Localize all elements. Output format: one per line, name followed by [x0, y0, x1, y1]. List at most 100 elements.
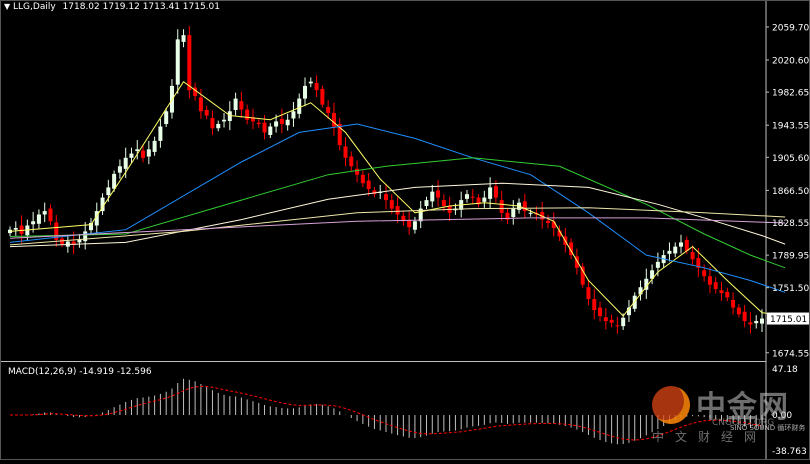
- ma_long-line: [9, 182, 786, 248]
- candle-body: [303, 85, 308, 99]
- candle-body: [615, 325, 620, 327]
- candle-body: [100, 197, 105, 212]
- candle-body: [36, 214, 41, 224]
- candle-body: [499, 200, 504, 213]
- candle-body: [83, 231, 88, 242]
- candle-body: [54, 222, 59, 240]
- price-tick-label: 1866.50: [772, 187, 809, 197]
- candle-body: [274, 121, 279, 127]
- candle-body: [632, 295, 637, 309]
- candle-body: [326, 107, 331, 113]
- candle-body: [366, 180, 371, 190]
- macd-panel: [10, 378, 763, 445]
- corner-text: SINO SOUND 循环财务: [730, 424, 806, 432]
- price-tick-label: 1674.55: [772, 349, 809, 359]
- candle-body: [598, 307, 603, 317]
- candle-body: [603, 317, 608, 322]
- candle-body: [470, 196, 475, 198]
- candle-body: [112, 173, 117, 189]
- candle-body: [106, 187, 111, 196]
- candle-body: [384, 194, 388, 201]
- candle-body: [436, 190, 441, 198]
- ohlc-label: 1718.02 1719.12 1713.41 1715.01: [62, 2, 220, 12]
- candle-body: [19, 225, 24, 234]
- candle-body: [94, 211, 99, 226]
- candle-body: [557, 230, 562, 237]
- candle-body: [262, 122, 267, 133]
- candle-body: [349, 156, 354, 167]
- candle-body: [158, 126, 163, 141]
- macd-axis-label: 47.18: [772, 365, 798, 375]
- macd-signal-line: [10, 385, 763, 441]
- candle-body: [204, 110, 209, 116]
- candle-body: [511, 208, 516, 218]
- candle-body: [713, 282, 718, 289]
- candle-body: [331, 112, 336, 127]
- candle-body: [592, 299, 597, 311]
- ma_longer-line: [9, 207, 786, 246]
- candle-body: [424, 200, 429, 207]
- candle-body: [707, 276, 712, 285]
- candle-body: [314, 82, 319, 91]
- candle-body: [129, 153, 134, 158]
- candle-body: [187, 35, 192, 91]
- candle-body: [13, 228, 18, 230]
- candle-body: [31, 221, 36, 225]
- candle-body: [493, 186, 498, 198]
- candle-body: [181, 35, 186, 42]
- candle-body: [702, 270, 707, 277]
- candle-body: [725, 291, 730, 298]
- candle-body: [337, 123, 342, 146]
- candle-body: [372, 190, 377, 195]
- price-tick-label: 1905.60: [772, 154, 809, 164]
- candle-body: [430, 191, 435, 202]
- candle-body: [175, 39, 180, 85]
- current-price-label: 1715.01: [770, 315, 807, 325]
- dropdown-arrow-icon[interactable]: ▼: [4, 2, 11, 11]
- candle-body: [401, 215, 406, 222]
- symbol-label: LLG,Daily: [13, 2, 56, 12]
- price-tick-label: 1751.50: [772, 284, 809, 294]
- candle-body: [655, 261, 660, 268]
- candle-body: [441, 200, 446, 207]
- candle-body: [580, 266, 585, 285]
- candle-body: [198, 97, 203, 112]
- price-tick-label: 2020.60: [772, 57, 809, 67]
- candle-body: [505, 212, 510, 220]
- candle-body: [256, 122, 261, 124]
- candle-body: [117, 166, 122, 173]
- candle-body: [88, 222, 93, 231]
- candle-body: [164, 111, 169, 124]
- current-price-box: [767, 312, 809, 325]
- macd-axis-label: 0.00: [772, 411, 792, 421]
- candle-body: [574, 256, 579, 268]
- candle-body: [141, 150, 146, 158]
- candle-body: [320, 88, 325, 105]
- candle-body: [407, 219, 412, 228]
- candle-body: [667, 250, 672, 254]
- moving-averages: [9, 80, 786, 317]
- candle-body: [250, 117, 255, 122]
- candle-body: [638, 287, 643, 295]
- candle-body: [233, 98, 238, 111]
- candle-body: [679, 242, 684, 247]
- candle-body: [545, 220, 550, 223]
- ma_fast-line: [9, 80, 786, 317]
- candle-body: [476, 197, 481, 205]
- candle-body: [644, 278, 649, 290]
- candle-body: [742, 311, 747, 322]
- candle-body: [355, 168, 360, 175]
- candle-body: [42, 211, 47, 215]
- candle-body: [731, 299, 736, 308]
- candle-body: [673, 246, 678, 254]
- candle-body: [754, 321, 759, 324]
- candle-body: [696, 258, 701, 268]
- price-tick-label: 1943.55: [772, 122, 809, 132]
- candle-body: [418, 208, 423, 222]
- chart-header: ▼ LLG,Daily 1718.02 1719.12 1713.41 1715…: [4, 2, 220, 12]
- candle-body: [736, 307, 741, 315]
